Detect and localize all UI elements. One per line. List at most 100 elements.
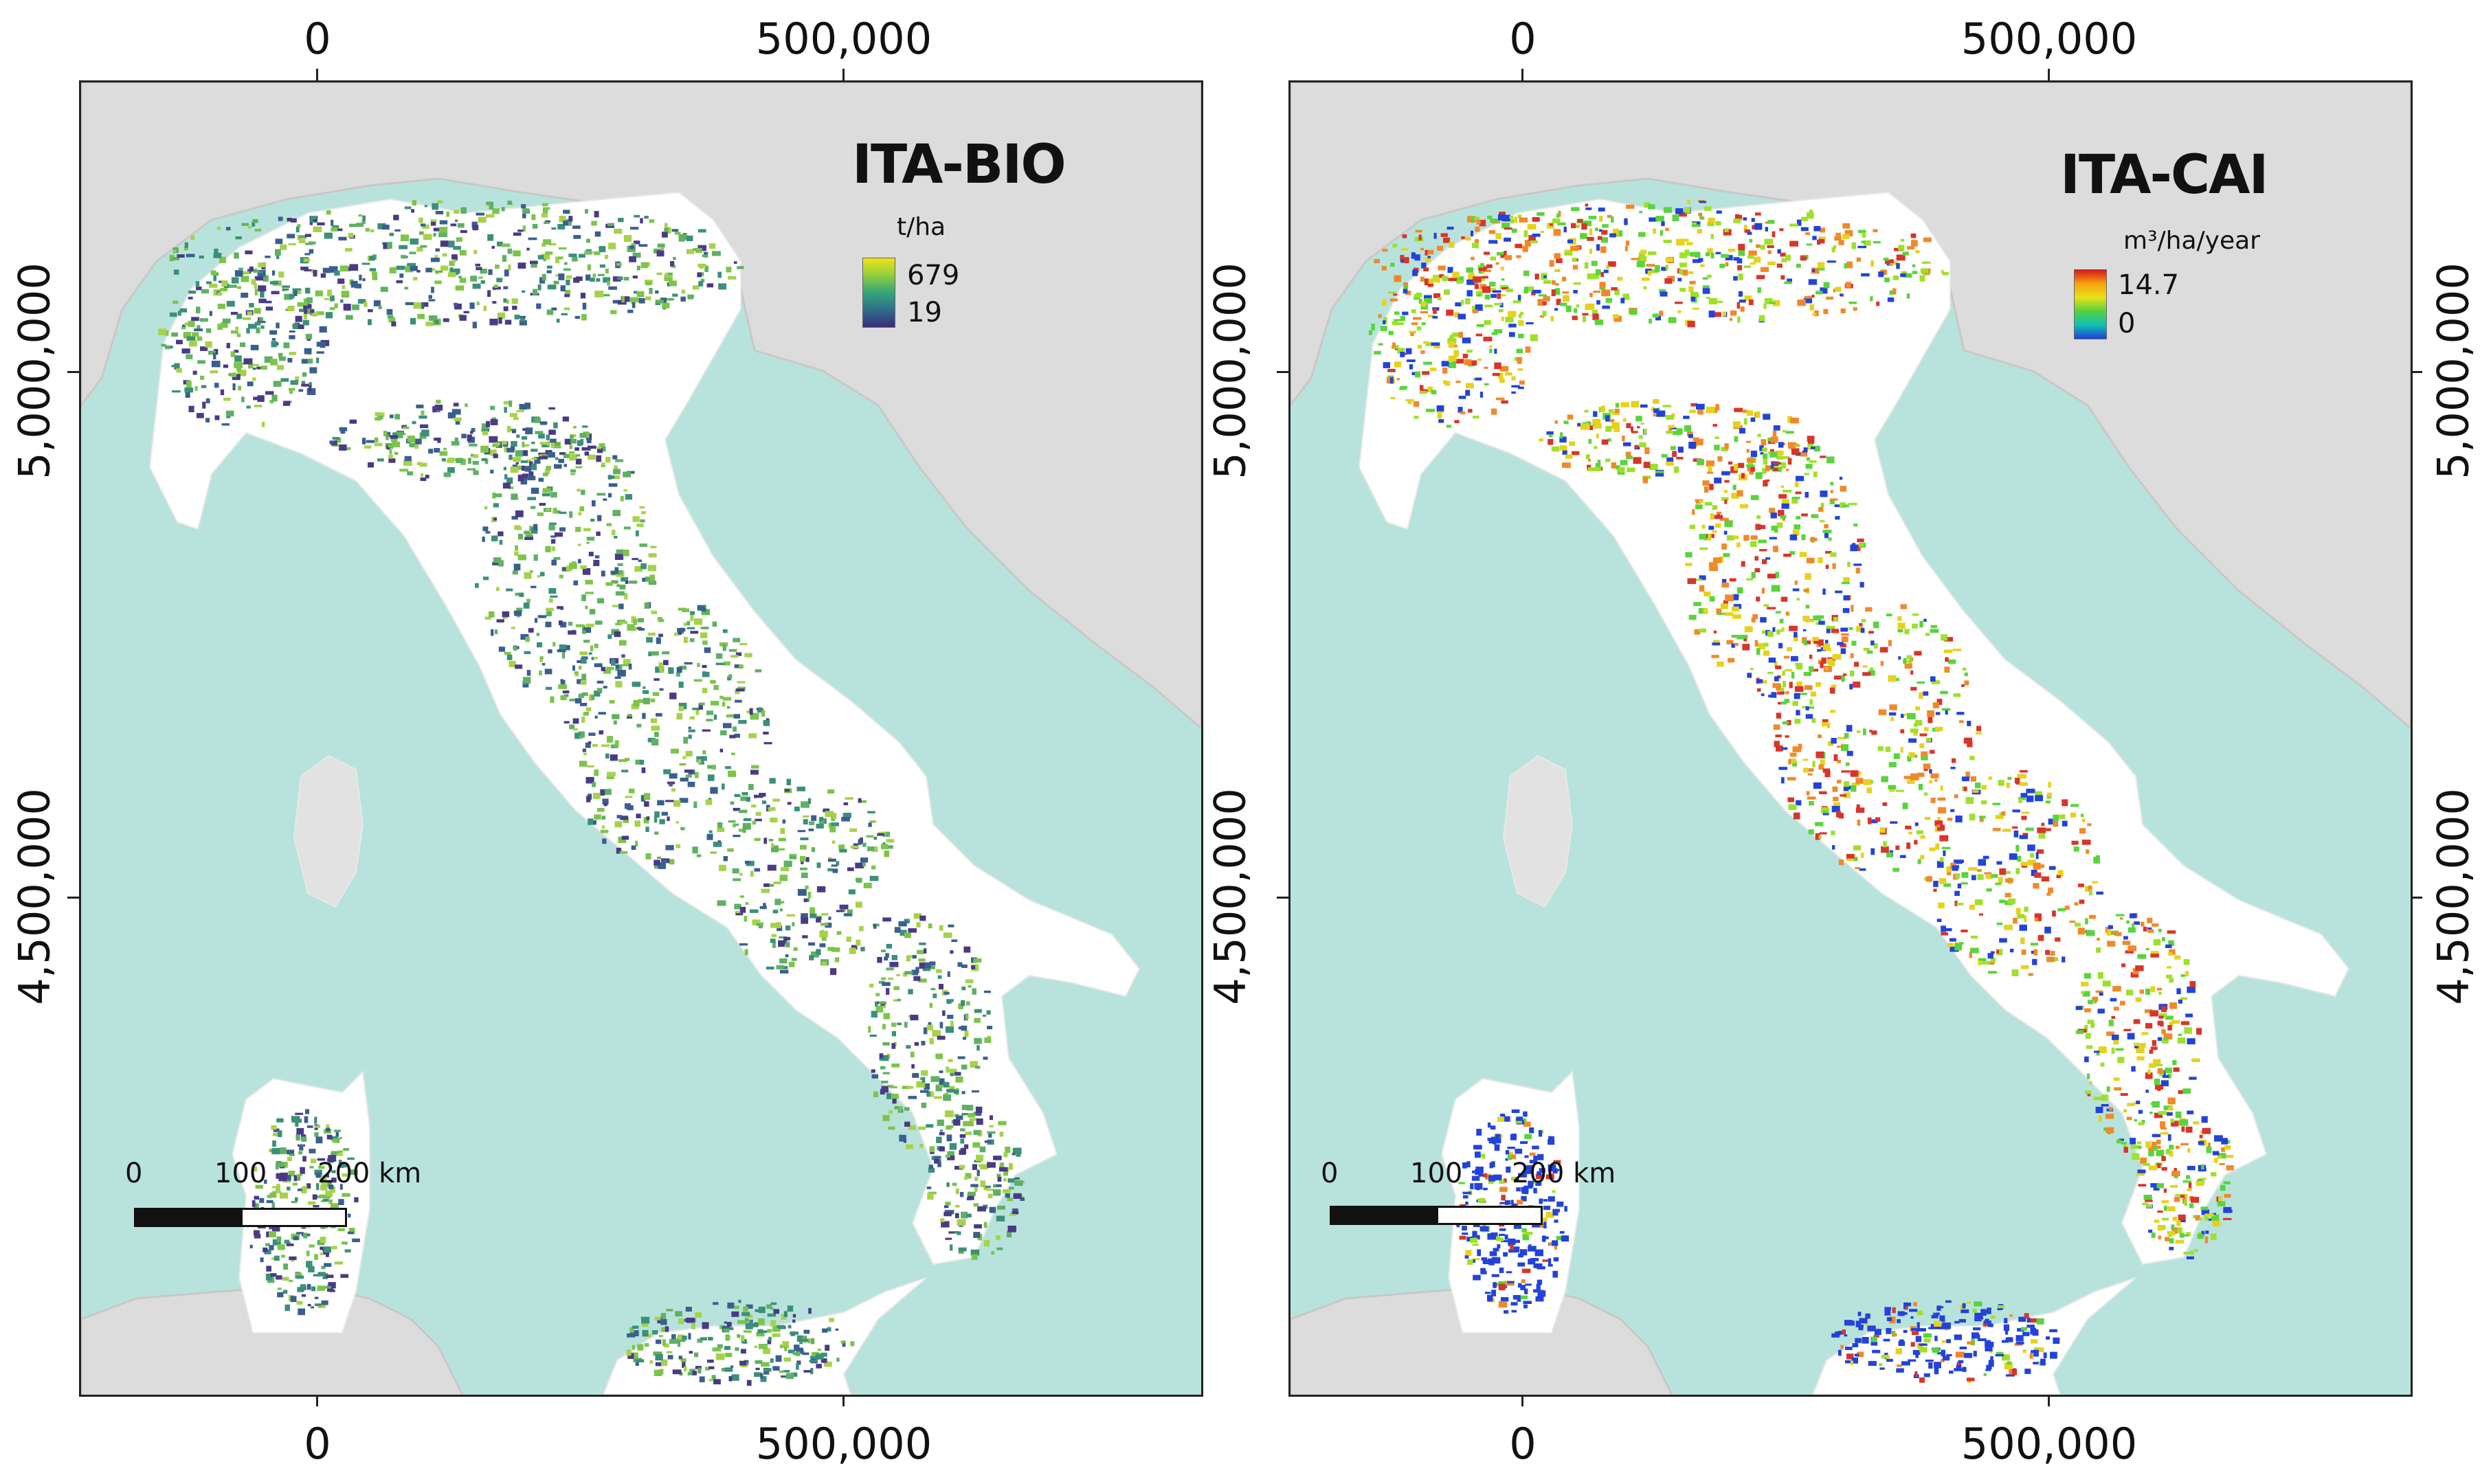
forest-pixel <box>1923 691 1929 696</box>
forest-pixel <box>1498 308 1504 313</box>
forest-pixel <box>904 1121 911 1127</box>
forest-pixel <box>522 290 526 293</box>
forest-pixel <box>559 452 566 455</box>
forest-pixel <box>1763 604 1769 607</box>
forest-pixel <box>332 437 340 440</box>
forest-pixel <box>906 1045 911 1049</box>
forest-pixel <box>636 291 645 297</box>
forest-pixel <box>760 1373 763 1379</box>
forest-pixel <box>2218 1156 2222 1159</box>
forest-pixel <box>1486 264 1493 269</box>
forest-pixel <box>2205 1230 2209 1234</box>
forest-pixel <box>1489 282 1496 286</box>
forest-pixel <box>946 1088 955 1093</box>
forest-pixel <box>612 455 618 460</box>
forest-pixel <box>943 1094 952 1101</box>
forest-pixel <box>2017 774 2024 778</box>
forest-pixel <box>707 774 715 781</box>
forest-pixel <box>1648 204 1655 210</box>
forest-pixel <box>1671 427 1677 430</box>
forest-pixel <box>575 526 581 532</box>
forest-pixel <box>755 811 761 816</box>
forest-pixel <box>1679 287 1686 292</box>
forest-pixel <box>394 414 400 420</box>
forest-pixel <box>808 1307 812 1314</box>
forest-pixel <box>432 268 436 271</box>
forest-pixel <box>662 232 668 238</box>
forest-pixel <box>314 1254 318 1260</box>
forest-pixel <box>1742 644 1750 651</box>
forest-pixel <box>656 1339 662 1345</box>
forest-pixel <box>396 431 403 438</box>
forest-pixel <box>314 1125 321 1128</box>
forest-pixel <box>755 1367 760 1371</box>
forest-pixel <box>176 368 182 373</box>
forest-pixel <box>1503 1178 1507 1183</box>
forest-pixel <box>1503 1252 1508 1257</box>
forest-pixel <box>739 664 744 669</box>
forest-pixel <box>803 815 809 818</box>
forest-pixel <box>1535 1173 1543 1180</box>
forest-pixel <box>243 317 252 320</box>
forest-pixel <box>530 506 536 509</box>
forest-pixel <box>1496 397 1505 401</box>
forest-pixel <box>882 982 891 987</box>
forest-pixel <box>2154 1078 2160 1086</box>
forest-pixel <box>2145 1141 2152 1148</box>
forest-pixel <box>1677 268 1681 273</box>
forest-pixel <box>1706 297 1710 299</box>
forest-pixel <box>739 943 748 946</box>
forest-pixel <box>520 477 528 485</box>
forest-pixel <box>603 293 610 297</box>
forest-pixel <box>1787 797 1794 802</box>
forest-pixel <box>1724 612 1734 616</box>
forest-pixel <box>681 289 686 294</box>
forest-pixel <box>503 298 507 303</box>
forest-pixel <box>404 206 412 210</box>
forest-pixel <box>328 1184 334 1189</box>
forest-pixel <box>2113 1077 2120 1081</box>
forest-pixel <box>2170 1118 2174 1123</box>
forest-pixel <box>2172 1216 2177 1222</box>
forest-pixel <box>304 269 313 271</box>
forest-pixel <box>1706 406 1715 414</box>
forest-pixel <box>420 477 427 482</box>
forest-pixel <box>269 281 278 284</box>
forest-pixel <box>1796 598 1800 601</box>
forest-pixel <box>2046 828 2051 831</box>
forest-pixel <box>800 844 807 850</box>
forest-pixel <box>1856 257 1861 262</box>
forest-pixel <box>878 1001 887 1004</box>
forest-pixel <box>1760 267 1769 272</box>
forest-pixel <box>365 227 370 232</box>
forest-pixel <box>1900 729 1905 734</box>
forest-pixel <box>1832 563 1836 570</box>
forest-pixel <box>622 664 629 666</box>
forest-pixel <box>1840 627 1848 632</box>
forest-pixel <box>252 377 256 381</box>
forest-pixel <box>2120 917 2123 920</box>
forest-pixel <box>615 681 623 688</box>
forest-pixel <box>1477 1249 1481 1257</box>
forest-pixel <box>1688 441 1697 449</box>
forest-pixel <box>849 828 858 832</box>
forest-pixel <box>451 441 460 446</box>
forest-pixel <box>392 441 400 448</box>
forest-pixel <box>1523 1168 1532 1174</box>
forest-pixel <box>1523 270 1530 276</box>
forest-pixel <box>671 229 679 232</box>
forest-pixel <box>1771 585 1780 592</box>
forest-pixel <box>911 969 919 976</box>
forest-pixel <box>2175 1111 2182 1118</box>
forest-pixel <box>647 565 657 572</box>
forest-pixel <box>1466 279 1475 285</box>
forest-pixel <box>2163 1189 2167 1193</box>
forest-pixel <box>1837 780 1842 784</box>
forest-pixel <box>1595 269 1601 276</box>
forest-pixel <box>434 270 443 273</box>
forest-pixel <box>1495 262 1499 265</box>
forest-pixel <box>751 1323 759 1327</box>
forest-pixel <box>983 1222 987 1228</box>
forest-pixel <box>1897 616 1902 621</box>
forest-pixel <box>411 209 414 213</box>
